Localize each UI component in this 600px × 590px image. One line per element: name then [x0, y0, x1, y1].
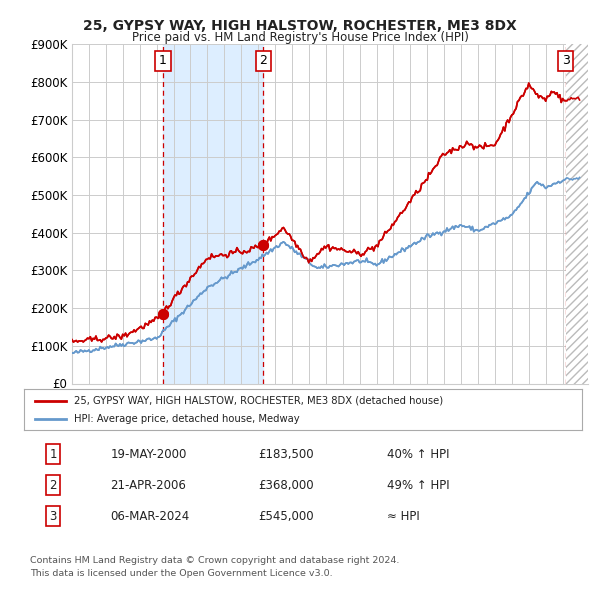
Text: 25, GYPSY WAY, HIGH HALSTOW, ROCHESTER, ME3 8DX (detached house): 25, GYPSY WAY, HIGH HALSTOW, ROCHESTER, …: [74, 396, 443, 406]
Bar: [566, 44, 588, 384]
Text: 1: 1: [159, 54, 167, 67]
Text: ≈ HPI: ≈ HPI: [387, 510, 419, 523]
Text: 06-MAR-2024: 06-MAR-2024: [110, 510, 190, 523]
Text: 2: 2: [259, 54, 267, 67]
Text: This data is licensed under the Open Government Licence v3.0.: This data is licensed under the Open Gov…: [30, 569, 332, 578]
Text: £368,000: £368,000: [259, 478, 314, 492]
Text: 25, GYPSY WAY, HIGH HALSTOW, ROCHESTER, ME3 8DX: 25, GYPSY WAY, HIGH HALSTOW, ROCHESTER, …: [83, 19, 517, 33]
Text: £545,000: £545,000: [259, 510, 314, 523]
Text: 3: 3: [49, 510, 57, 523]
Text: £183,500: £183,500: [259, 448, 314, 461]
Text: 1: 1: [49, 448, 57, 461]
Text: HPI: Average price, detached house, Medway: HPI: Average price, detached house, Medw…: [74, 415, 300, 424]
Text: 21-APR-2006: 21-APR-2006: [110, 478, 187, 492]
Text: Price paid vs. HM Land Registry's House Price Index (HPI): Price paid vs. HM Land Registry's House …: [131, 31, 469, 44]
Text: 2: 2: [49, 478, 57, 492]
Text: 19-MAY-2000: 19-MAY-2000: [110, 448, 187, 461]
Text: 40% ↑ HPI: 40% ↑ HPI: [387, 448, 449, 461]
Text: 49% ↑ HPI: 49% ↑ HPI: [387, 478, 449, 492]
Bar: [163, 44, 263, 384]
Text: 3: 3: [562, 54, 569, 67]
Text: Contains HM Land Registry data © Crown copyright and database right 2024.: Contains HM Land Registry data © Crown c…: [30, 556, 400, 565]
